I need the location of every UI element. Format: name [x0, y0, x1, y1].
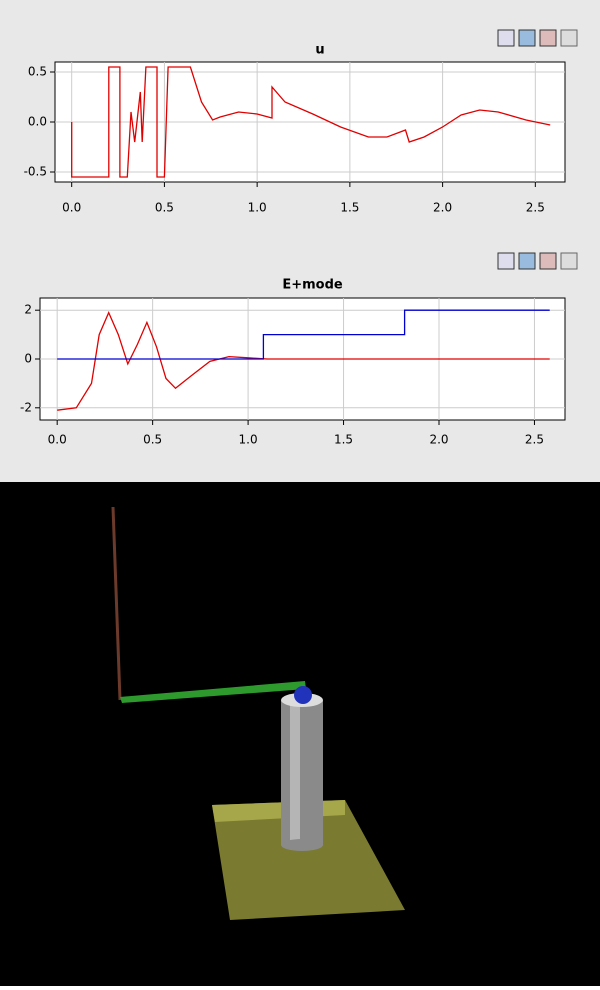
pole-highlight	[290, 700, 300, 845]
x-tick-label: 1.0	[248, 201, 267, 215]
x-tick-label: 2.5	[526, 201, 545, 215]
chart-title: u	[315, 43, 324, 58]
zoom-button[interactable]	[561, 30, 577, 46]
y-tick-label: 0.0	[28, 115, 47, 129]
print-button[interactable]	[498, 253, 514, 269]
y-tick-label: -2	[20, 400, 32, 414]
x-tick-label: 1.5	[334, 433, 353, 447]
reset-button[interactable]	[519, 253, 535, 269]
x-tick-label: 2.0	[433, 201, 452, 215]
x-tick-label: 0.0	[62, 201, 81, 215]
y-tick-label: 0	[24, 352, 32, 366]
x-tick-label: 0.5	[143, 433, 162, 447]
app-window: u 0.0 0.5 1.0 1.5 2.0 2.5 -0.5 0.0 0.5 E+mode 0.0 0.…	[0, 0, 600, 986]
x-tick-label: 1.0	[239, 433, 258, 447]
x-tick-label: 1.5	[340, 201, 359, 215]
x-tick-label: 2.5	[525, 433, 544, 447]
chart-title: E+mode	[282, 278, 343, 293]
marker-button[interactable]	[540, 253, 556, 269]
x-tick-label: 0.5	[155, 201, 174, 215]
marker-button[interactable]	[540, 30, 556, 46]
x-tick-label: 2.0	[429, 433, 448, 447]
y-tick-label: -0.5	[24, 165, 47, 179]
y-tick-label: 0.5	[28, 65, 47, 79]
print-button[interactable]	[498, 30, 514, 46]
y-tick-label: 2	[24, 303, 32, 317]
pole	[281, 700, 323, 845]
reset-button[interactable]	[519, 30, 535, 46]
zoom-button[interactable]	[561, 253, 577, 269]
x-tick-label: 0.0	[48, 433, 67, 447]
pole-bottom	[281, 839, 323, 851]
joint-ball	[294, 686, 312, 704]
